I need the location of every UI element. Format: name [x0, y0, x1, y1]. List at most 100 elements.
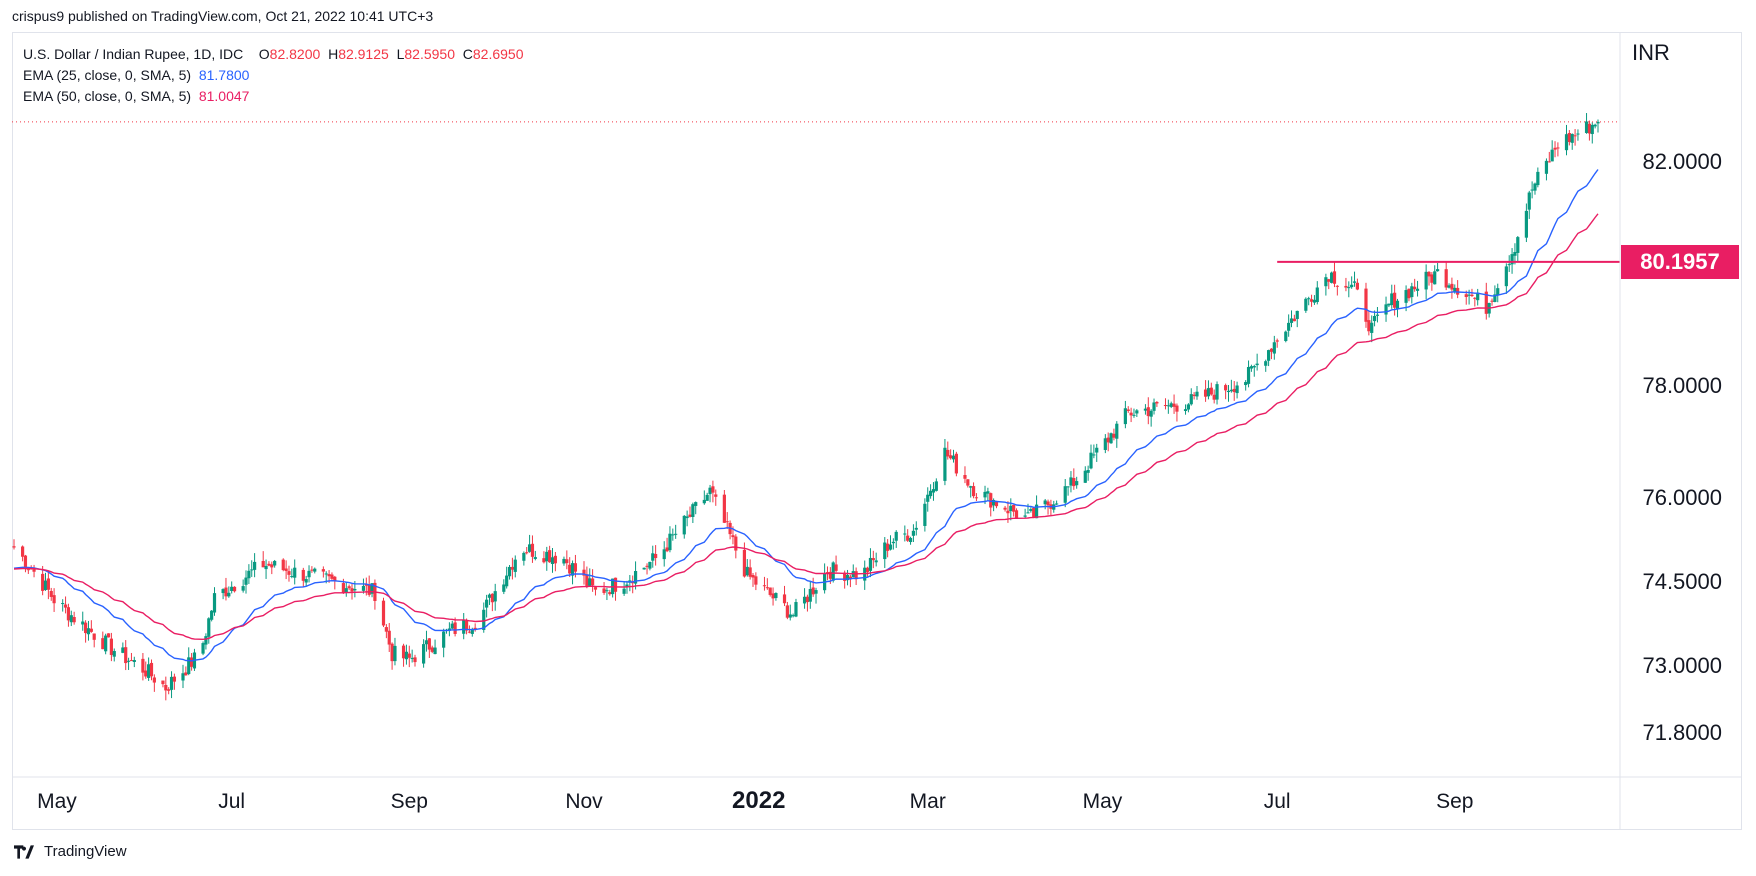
candle-body: [865, 567, 870, 573]
candle: [1275, 338, 1279, 348]
candle-body: [169, 676, 174, 690]
candle: [210, 610, 214, 622]
candle-body: [522, 552, 526, 561]
candle: [1135, 409, 1139, 417]
candle: [410, 649, 414, 663]
candle-body: [742, 549, 747, 577]
candle: [682, 515, 686, 539]
candle-body: [1149, 410, 1153, 417]
candle: [124, 640, 128, 671]
candle-body: [1249, 366, 1254, 369]
candle: [347, 584, 351, 591]
candle-body: [92, 633, 96, 640]
candle-body: [1029, 509, 1033, 511]
ema25-line: [13, 169, 1599, 662]
candle: [645, 563, 649, 575]
candle-body: [845, 575, 850, 581]
candle: [1493, 285, 1497, 303]
candle-body: [1544, 160, 1549, 174]
candle: [1456, 280, 1460, 299]
candle-body: [685, 516, 689, 519]
candle-body: [969, 486, 973, 488]
candle: [1327, 278, 1331, 290]
candle: [1189, 388, 1193, 406]
candle-body: [370, 583, 374, 594]
candle-body: [132, 660, 136, 662]
candle: [714, 489, 718, 506]
candle: [1132, 408, 1136, 418]
legend-o-label: O: [258, 46, 270, 62]
candle-body: [1470, 294, 1474, 297]
candle: [1444, 262, 1448, 291]
candle-body: [550, 557, 555, 565]
candle: [685, 510, 689, 527]
candle-body: [467, 631, 472, 633]
candle: [923, 498, 927, 532]
candle-body: [1272, 342, 1276, 354]
candle-body: [86, 628, 91, 635]
candle-body: [147, 664, 151, 678]
candle-body: [1304, 298, 1308, 311]
candle-body: [109, 638, 113, 655]
candle: [969, 485, 973, 498]
candle: [1496, 283, 1500, 303]
candle: [404, 644, 409, 665]
candle-body: [267, 563, 271, 566]
candle-body: [89, 628, 93, 632]
candle-body: [1152, 402, 1156, 411]
candle-body: [745, 566, 749, 576]
candle: [1226, 384, 1231, 402]
candle: [1427, 271, 1431, 286]
candle-body: [1327, 279, 1331, 282]
candle-body: [1235, 385, 1239, 394]
candle: [863, 560, 867, 590]
candle-body: [129, 660, 134, 662]
candle: [568, 557, 572, 577]
candle: [264, 559, 268, 579]
candle-body: [1115, 423, 1119, 439]
candle-body: [1266, 350, 1271, 361]
candle: [224, 577, 228, 601]
candle: [427, 637, 431, 658]
candle: [1527, 190, 1531, 219]
candle: [164, 676, 168, 701]
candle-body: [361, 585, 366, 591]
candle-body: [201, 643, 205, 654]
chart-frame: [12, 32, 1742, 830]
candle-body: [1384, 304, 1388, 315]
candle-body: [284, 568, 288, 571]
candle-body: [1576, 133, 1580, 135]
candle: [106, 633, 111, 638]
y-tick-label: 78.0000: [1642, 373, 1722, 398]
candle-body: [1415, 288, 1420, 291]
candle-body: [1226, 390, 1231, 393]
candle: [390, 642, 394, 670]
candle: [373, 579, 377, 610]
legend-c-label: C: [462, 46, 473, 62]
candle-body: [848, 576, 852, 580]
candle-body: [568, 564, 572, 574]
candle-body: [671, 534, 675, 536]
candle: [181, 664, 185, 689]
candle: [1246, 360, 1251, 388]
candle: [565, 550, 569, 570]
candle: [1447, 283, 1451, 289]
candle-body: [831, 562, 835, 581]
candle-body: [1095, 447, 1099, 453]
candle-body: [1404, 290, 1408, 303]
candle: [602, 582, 606, 595]
candle-body: [888, 544, 893, 550]
candle-body: [1584, 121, 1589, 133]
candle-body: [381, 600, 386, 626]
candle-body: [507, 566, 512, 577]
candle-body: [966, 479, 970, 486]
candle: [911, 524, 916, 543]
candle-body: [1034, 504, 1039, 519]
candle-body: [221, 589, 225, 594]
candle: [86, 620, 91, 641]
candle-body: [164, 684, 168, 691]
candle-body: [1192, 394, 1196, 396]
candle-body: [1069, 477, 1073, 486]
candle: [301, 567, 305, 588]
